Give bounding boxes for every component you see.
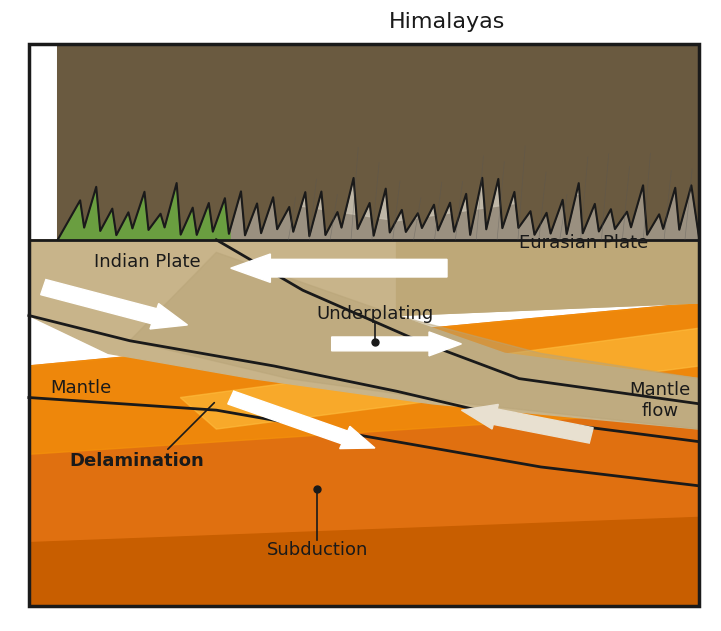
Polygon shape <box>58 44 303 240</box>
Polygon shape <box>324 44 699 177</box>
Polygon shape <box>29 303 699 606</box>
FancyArrow shape <box>228 391 375 449</box>
FancyArrow shape <box>231 254 447 283</box>
FancyArrow shape <box>40 280 187 329</box>
Text: Mantle: Mantle <box>50 379 112 397</box>
Polygon shape <box>231 44 699 240</box>
Polygon shape <box>58 44 699 240</box>
Text: Mantle
flow: Mantle flow <box>629 381 690 420</box>
Text: Himalayas: Himalayas <box>389 12 505 32</box>
FancyArrow shape <box>461 404 593 443</box>
Polygon shape <box>29 517 699 606</box>
Text: Indian Plate: Indian Plate <box>94 253 200 271</box>
Text: Subduction: Subduction <box>267 541 368 559</box>
Polygon shape <box>397 240 699 316</box>
Text: Eurasian Plate: Eurasian Plate <box>519 234 648 252</box>
Polygon shape <box>274 44 699 221</box>
Polygon shape <box>130 252 699 429</box>
Polygon shape <box>29 240 699 429</box>
Text: Underplating: Underplating <box>317 305 433 323</box>
FancyArrow shape <box>332 332 461 356</box>
Polygon shape <box>58 44 699 240</box>
Text: Delamination: Delamination <box>70 452 204 469</box>
Polygon shape <box>29 240 699 341</box>
Polygon shape <box>180 328 699 429</box>
Polygon shape <box>29 303 699 454</box>
